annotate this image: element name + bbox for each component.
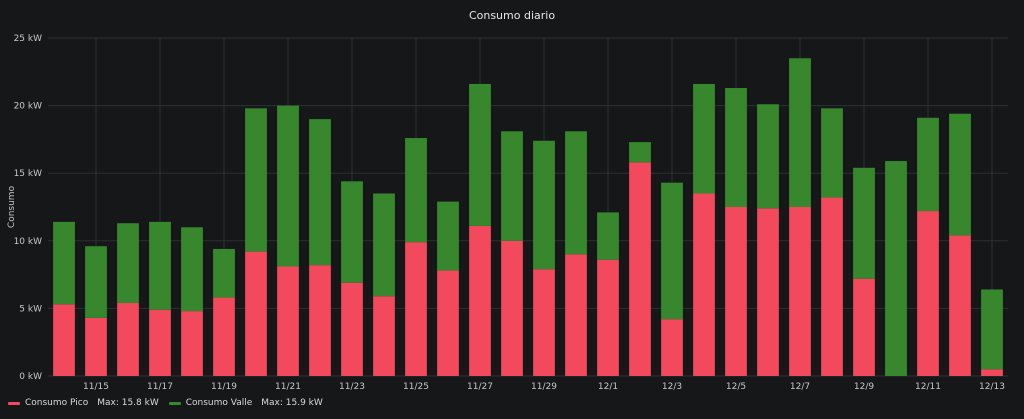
y-tick-label: 10 kW (14, 237, 43, 247)
bar-pico (341, 282, 363, 376)
legend-label-pico: Consumo Pico (25, 398, 89, 408)
bar-valle (309, 119, 331, 266)
bar-pico (821, 197, 843, 376)
bar-valle (213, 248, 235, 298)
bar-valle (53, 221, 75, 305)
x-tick-label: 12/5 (726, 382, 746, 392)
bar-valle (693, 83, 715, 194)
bar-valle (821, 108, 843, 198)
bar-pico (405, 242, 427, 376)
bar-valle (149, 221, 171, 310)
x-tick-label: 11/17 (147, 382, 173, 392)
x-tick-label: 11/15 (83, 382, 109, 392)
bar-valle (981, 289, 1003, 370)
bar-pico (853, 278, 875, 376)
bar-pico (85, 317, 107, 376)
bar-valle (469, 83, 491, 226)
bar-pico (245, 251, 267, 376)
bar-valle (85, 246, 107, 318)
x-tick-label: 12/3 (662, 382, 682, 392)
bar-pico (149, 309, 171, 376)
chart-title: Consumo diario (468, 9, 556, 22)
bar-pico (437, 270, 459, 376)
bar-pico (949, 235, 971, 376)
bar-pico (629, 162, 651, 376)
bar-valle (437, 201, 459, 271)
bar-valle (757, 104, 779, 209)
bar-valle (565, 131, 587, 255)
bar-pico (693, 193, 715, 376)
bar-valle (629, 142, 651, 163)
legend-swatch-pico (8, 401, 20, 405)
bar-valle (277, 105, 299, 267)
bar-pico (597, 259, 619, 376)
bar-valle (661, 182, 683, 320)
bar-pico (661, 319, 683, 376)
bar-valle (373, 193, 395, 297)
bar-valle (789, 58, 811, 207)
legend-label-valle: Consumo Valle (185, 398, 253, 408)
legend-item-pico[interactable]: Consumo Pico Max: 15.8 kW (8, 398, 159, 408)
bar-pico (469, 225, 491, 376)
bar-pico (181, 311, 203, 376)
bar-pico (277, 266, 299, 376)
bar-valle (501, 131, 523, 241)
bar-pico (309, 265, 331, 376)
y-tick-label: 5 kW (19, 304, 42, 314)
bar-pico (117, 302, 139, 376)
legend-max-pico: Max: 15.8 kW (97, 398, 159, 408)
bar-valle (853, 167, 875, 279)
bar-valle (341, 181, 363, 283)
x-tick-label: 12/9 (854, 382, 874, 392)
bar-valle (725, 88, 747, 207)
y-tick-label: 25 kW (14, 34, 43, 44)
bar-valle (597, 212, 619, 260)
bar-pico (917, 211, 939, 376)
bar-valle (405, 138, 427, 243)
bar-valle (533, 140, 555, 270)
bar-valle (245, 108, 267, 252)
x-tick-label: 11/27 (467, 382, 493, 392)
bar-pico (501, 240, 523, 376)
x-tick-label: 12/13 (979, 382, 1005, 392)
bar-pico (373, 296, 395, 376)
y-tick-label: 20 kW (14, 102, 43, 112)
bar-valle (949, 113, 971, 236)
x-tick-label: 12/1 (598, 382, 618, 392)
y-tick-label: 0 kW (19, 372, 42, 382)
bar-pico (757, 208, 779, 376)
x-tick-label: 11/23 (339, 382, 365, 392)
bar-valle (917, 117, 939, 212)
bar-pico (53, 304, 75, 376)
x-tick-label: 12/7 (790, 382, 810, 392)
bar-pico (789, 207, 811, 376)
y-axis-label: Consumo (7, 185, 17, 228)
bar-valle (181, 227, 203, 312)
legend-swatch-valle (168, 401, 181, 405)
x-tick-label: 11/19 (211, 382, 237, 392)
bar-valle (885, 161, 907, 376)
y-tick-label: 15 kW (14, 169, 43, 179)
bar-pico (533, 269, 555, 376)
legend-max-valle: Max: 15.9 kW (261, 398, 323, 408)
bar-pico (213, 297, 235, 376)
x-tick-label: 11/29 (531, 382, 557, 392)
x-tick-label: 11/25 (403, 382, 429, 392)
legend: Consumo Pico Max: 15.8 kW Consumo Valle … (8, 398, 323, 408)
bar-pico (981, 369, 1003, 376)
bar-pico (565, 254, 587, 376)
x-tick-label: 11/21 (275, 382, 301, 392)
bar-pico (725, 207, 747, 376)
legend-item-valle[interactable]: Consumo Valle Max: 15.9 kW (168, 398, 323, 408)
x-tick-label: 12/11 (915, 382, 941, 392)
bar-valle (117, 223, 139, 303)
